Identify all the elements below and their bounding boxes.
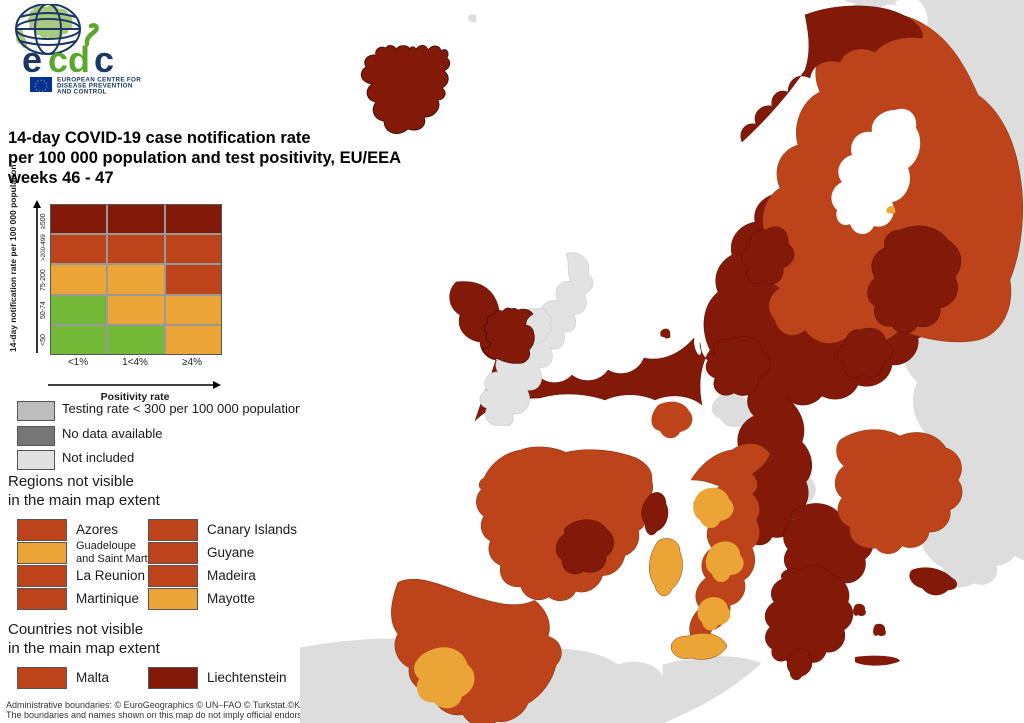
svg-text:c: c: [94, 39, 114, 80]
svg-text:e: e: [22, 39, 42, 80]
svg-text:c: c: [48, 39, 68, 80]
svg-text:AND CONTROL: AND CONTROL: [57, 89, 107, 95]
